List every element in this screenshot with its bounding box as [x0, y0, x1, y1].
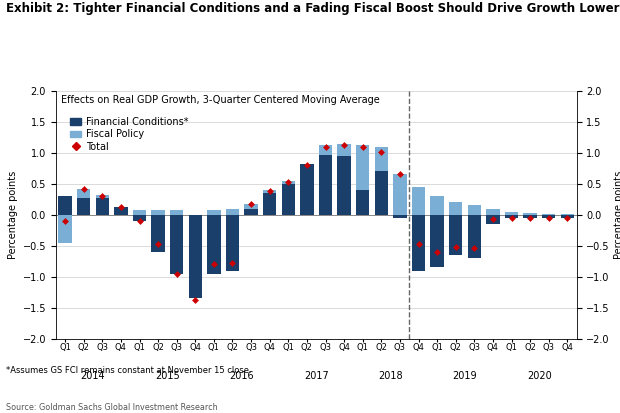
Bar — [356, 190, 370, 215]
Bar — [486, 215, 500, 224]
Bar — [319, 145, 332, 154]
Text: 2016: 2016 — [229, 371, 254, 381]
Text: Source: Goldman Sachs Global Investment Research: Source: Goldman Sachs Global Investment … — [6, 403, 218, 412]
Bar — [300, 164, 314, 215]
Bar — [430, 215, 444, 268]
Y-axis label: Percentage points: Percentage points — [614, 171, 620, 259]
Bar — [77, 198, 91, 215]
Bar — [114, 207, 128, 215]
Bar — [207, 215, 221, 273]
Bar — [374, 171, 388, 215]
Bar — [523, 215, 537, 218]
Y-axis label: Percentage points: Percentage points — [9, 171, 19, 259]
Bar — [244, 204, 258, 209]
Bar — [58, 196, 72, 215]
Text: 2018: 2018 — [378, 371, 403, 381]
Bar — [244, 209, 258, 215]
Bar — [226, 209, 239, 215]
Bar — [467, 205, 481, 215]
Legend: Financial Conditions*, Fiscal Policy, Total: Financial Conditions*, Fiscal Policy, To… — [66, 113, 193, 156]
Bar — [523, 213, 537, 215]
Bar — [151, 215, 165, 252]
Bar — [393, 215, 407, 218]
Bar — [412, 215, 425, 271]
Bar — [505, 215, 518, 218]
Bar — [188, 215, 202, 298]
Bar — [133, 210, 146, 215]
Bar — [430, 196, 444, 215]
Text: Exhibit 2: Tighter Financial Conditions and a Fading Fiscal Boost Should Drive G: Exhibit 2: Tighter Financial Conditions … — [6, 2, 620, 15]
Bar — [170, 210, 184, 215]
Bar — [263, 190, 277, 193]
Bar — [77, 189, 91, 198]
Bar — [281, 181, 295, 184]
Bar — [505, 211, 518, 215]
Bar — [170, 215, 184, 273]
Bar — [263, 193, 277, 215]
Bar — [449, 215, 463, 255]
Text: *Assumes GS FCI remains constant at November 15 close.: *Assumes GS FCI remains constant at Nove… — [6, 366, 252, 375]
Bar — [337, 144, 351, 156]
Bar — [467, 215, 481, 258]
Text: Effects on Real GDP Growth, 3-Quarter Centered Moving Average: Effects on Real GDP Growth, 3-Quarter Ce… — [61, 95, 380, 104]
Bar — [412, 187, 425, 215]
Text: 2017: 2017 — [304, 371, 329, 381]
Bar — [95, 198, 109, 215]
Text: 2019: 2019 — [453, 371, 477, 381]
Bar — [393, 174, 407, 215]
Bar — [95, 195, 109, 198]
Bar — [319, 154, 332, 215]
Bar — [560, 215, 574, 218]
Bar — [486, 209, 500, 215]
Bar — [281, 184, 295, 215]
Bar — [151, 210, 165, 215]
Text: 2020: 2020 — [527, 371, 552, 381]
Bar — [356, 145, 370, 190]
Bar — [560, 214, 574, 215]
Bar — [133, 215, 146, 221]
Text: 2015: 2015 — [155, 371, 180, 381]
Bar — [542, 215, 556, 218]
Bar — [207, 210, 221, 215]
Bar — [449, 202, 463, 215]
Text: 2014: 2014 — [81, 371, 105, 381]
Bar — [337, 156, 351, 215]
Bar — [226, 215, 239, 271]
Bar — [58, 215, 72, 242]
Bar — [542, 214, 556, 215]
Bar — [374, 147, 388, 171]
